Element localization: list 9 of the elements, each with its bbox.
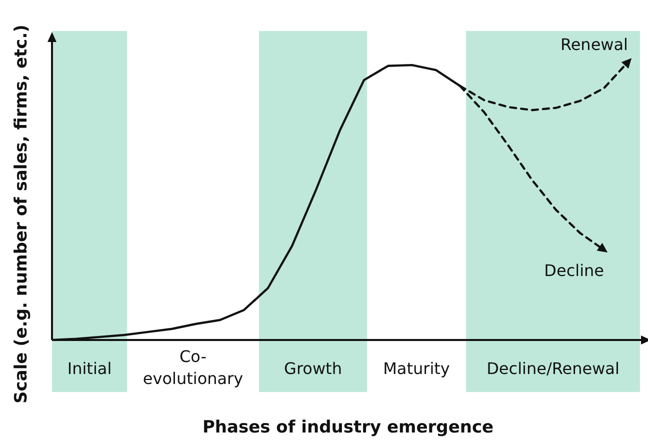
text: Decline/Renewal bbox=[486, 359, 620, 378]
x-axis-title: Phases of industry emergence bbox=[202, 417, 494, 438]
text: Co-evolutionary bbox=[142, 347, 244, 388]
series-label: Renewal bbox=[560, 35, 628, 54]
series-label: Decline bbox=[544, 261, 604, 280]
text: Growth bbox=[284, 359, 342, 378]
text: Initial bbox=[67, 359, 112, 378]
text: Maturity bbox=[383, 359, 450, 378]
y-axis-title: Scale (e.g. number of sales, firms, etc.) bbox=[11, 24, 32, 404]
